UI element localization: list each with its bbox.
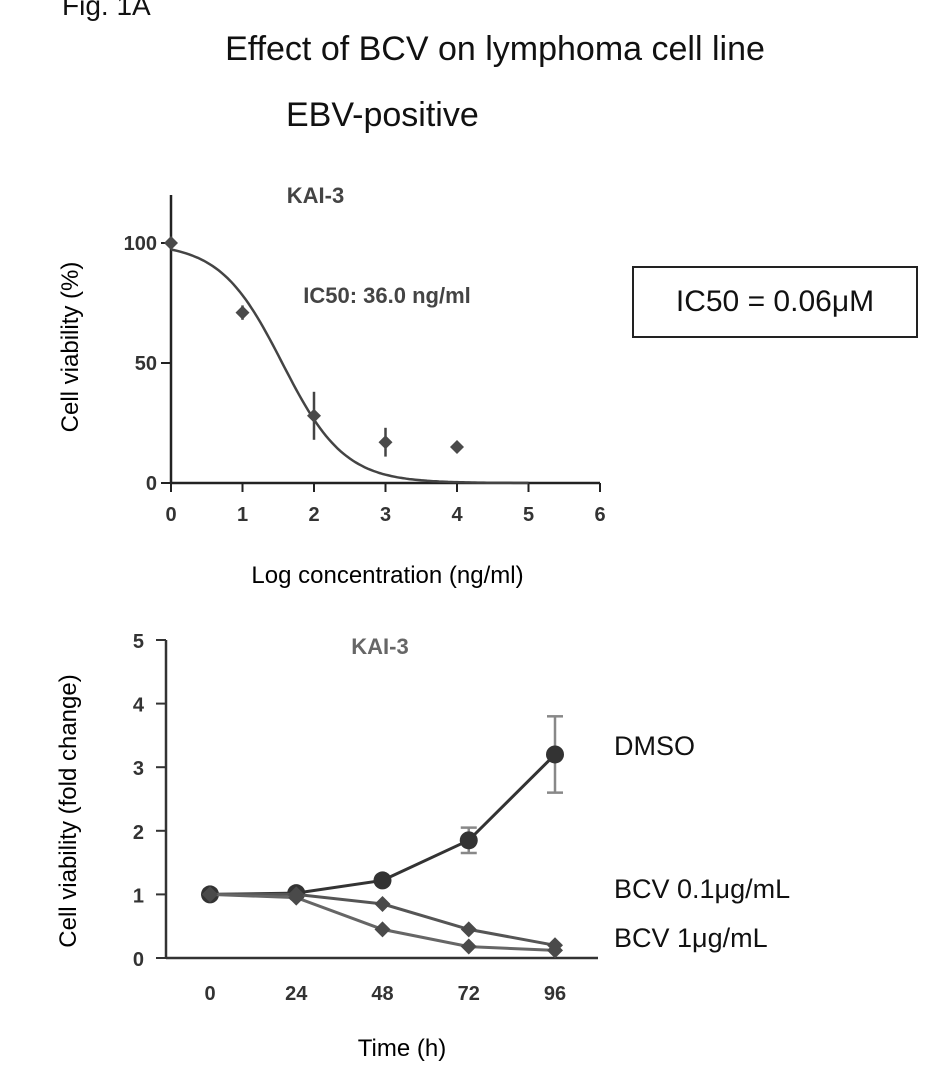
chart2-y-tick-label: 1 xyxy=(133,885,144,907)
chart2-data-point xyxy=(459,831,478,850)
figure-label: Fig. 1A xyxy=(62,0,151,21)
chart2-series-label: BCV 0.1μg/mL xyxy=(614,874,790,904)
chart1-x-tick-label: 2 xyxy=(308,504,319,526)
figure-title: Effect of BCV on lymphoma cell line xyxy=(225,30,765,68)
chart1-data-point xyxy=(378,435,393,450)
chart1-title: KAI-3 xyxy=(287,183,344,208)
chart1-x-axis-label: Log concentration (ng/ml) xyxy=(251,562,523,589)
chart1-x-tick-label: 5 xyxy=(523,504,534,526)
chart2-data-point xyxy=(288,889,305,906)
chart1-y-tick-label: 100 xyxy=(124,233,157,255)
chart1-x-tick-label: 1 xyxy=(237,504,248,526)
chart2-y-tick-label: 0 xyxy=(133,949,144,971)
chart2-x-tick-label: 72 xyxy=(458,983,480,1005)
chart2-y-tick-label: 3 xyxy=(133,758,144,780)
chart1-x-tick-label: 0 xyxy=(165,504,176,526)
chart1-data-point xyxy=(450,440,464,454)
chart2-data-point xyxy=(546,745,564,764)
chart2-title: KAI-3 xyxy=(351,634,408,659)
chart2-x-axis-label: Time (h) xyxy=(358,1035,446,1062)
chart2-data-point xyxy=(374,895,391,912)
chart1-annotation: IC50: 36.0 ng/ml xyxy=(303,283,471,308)
chart2-x-tick-label: 96 xyxy=(544,983,566,1005)
chart1-x-tick-label: 3 xyxy=(380,504,391,526)
chart2-data-point xyxy=(202,886,218,903)
chart2-y-tick-label: 4 xyxy=(133,695,145,717)
chart1-y-tick-label: 0 xyxy=(146,473,157,495)
chart1-x-tick-label: 6 xyxy=(594,504,605,526)
chart1-data-point xyxy=(307,408,321,423)
ic50-summary-text: IC50 = 0.06μM xyxy=(675,285,875,318)
chart1-x-tick-label: 4 xyxy=(451,504,463,526)
chart2-data-point xyxy=(460,938,477,955)
chart2-y-tick-label: 2 xyxy=(133,822,144,844)
chart2-y-tick-label: 5 xyxy=(133,631,144,653)
chart2-x-tick-label: 48 xyxy=(371,983,393,1005)
chart1-data-point xyxy=(164,236,178,250)
chart2-data-point xyxy=(460,921,477,938)
chart2-x-tick-label: 0 xyxy=(204,983,215,1005)
chart2-x-tick-label: 24 xyxy=(285,983,308,1005)
ic50-summary-box: IC50 = 0.06μM xyxy=(632,266,918,338)
chart1-y-axis-label: Cell viability (%) xyxy=(57,262,84,433)
chart1-data-point xyxy=(235,305,250,320)
figure-subtitle: EBV-positive xyxy=(286,96,479,134)
chart1-fit-curve xyxy=(170,248,529,485)
chart2-data-point xyxy=(373,871,392,890)
chart2-data-point xyxy=(374,921,391,938)
chart2-data-point xyxy=(547,942,563,959)
chart2-series-label: BCV 1μg/mL xyxy=(614,923,768,953)
chart1-y-tick-label: 50 xyxy=(135,353,157,375)
chart2-series-label: DMSO xyxy=(614,731,695,761)
chart2-y-axis-label: Cell viability (fold change) xyxy=(55,674,82,947)
